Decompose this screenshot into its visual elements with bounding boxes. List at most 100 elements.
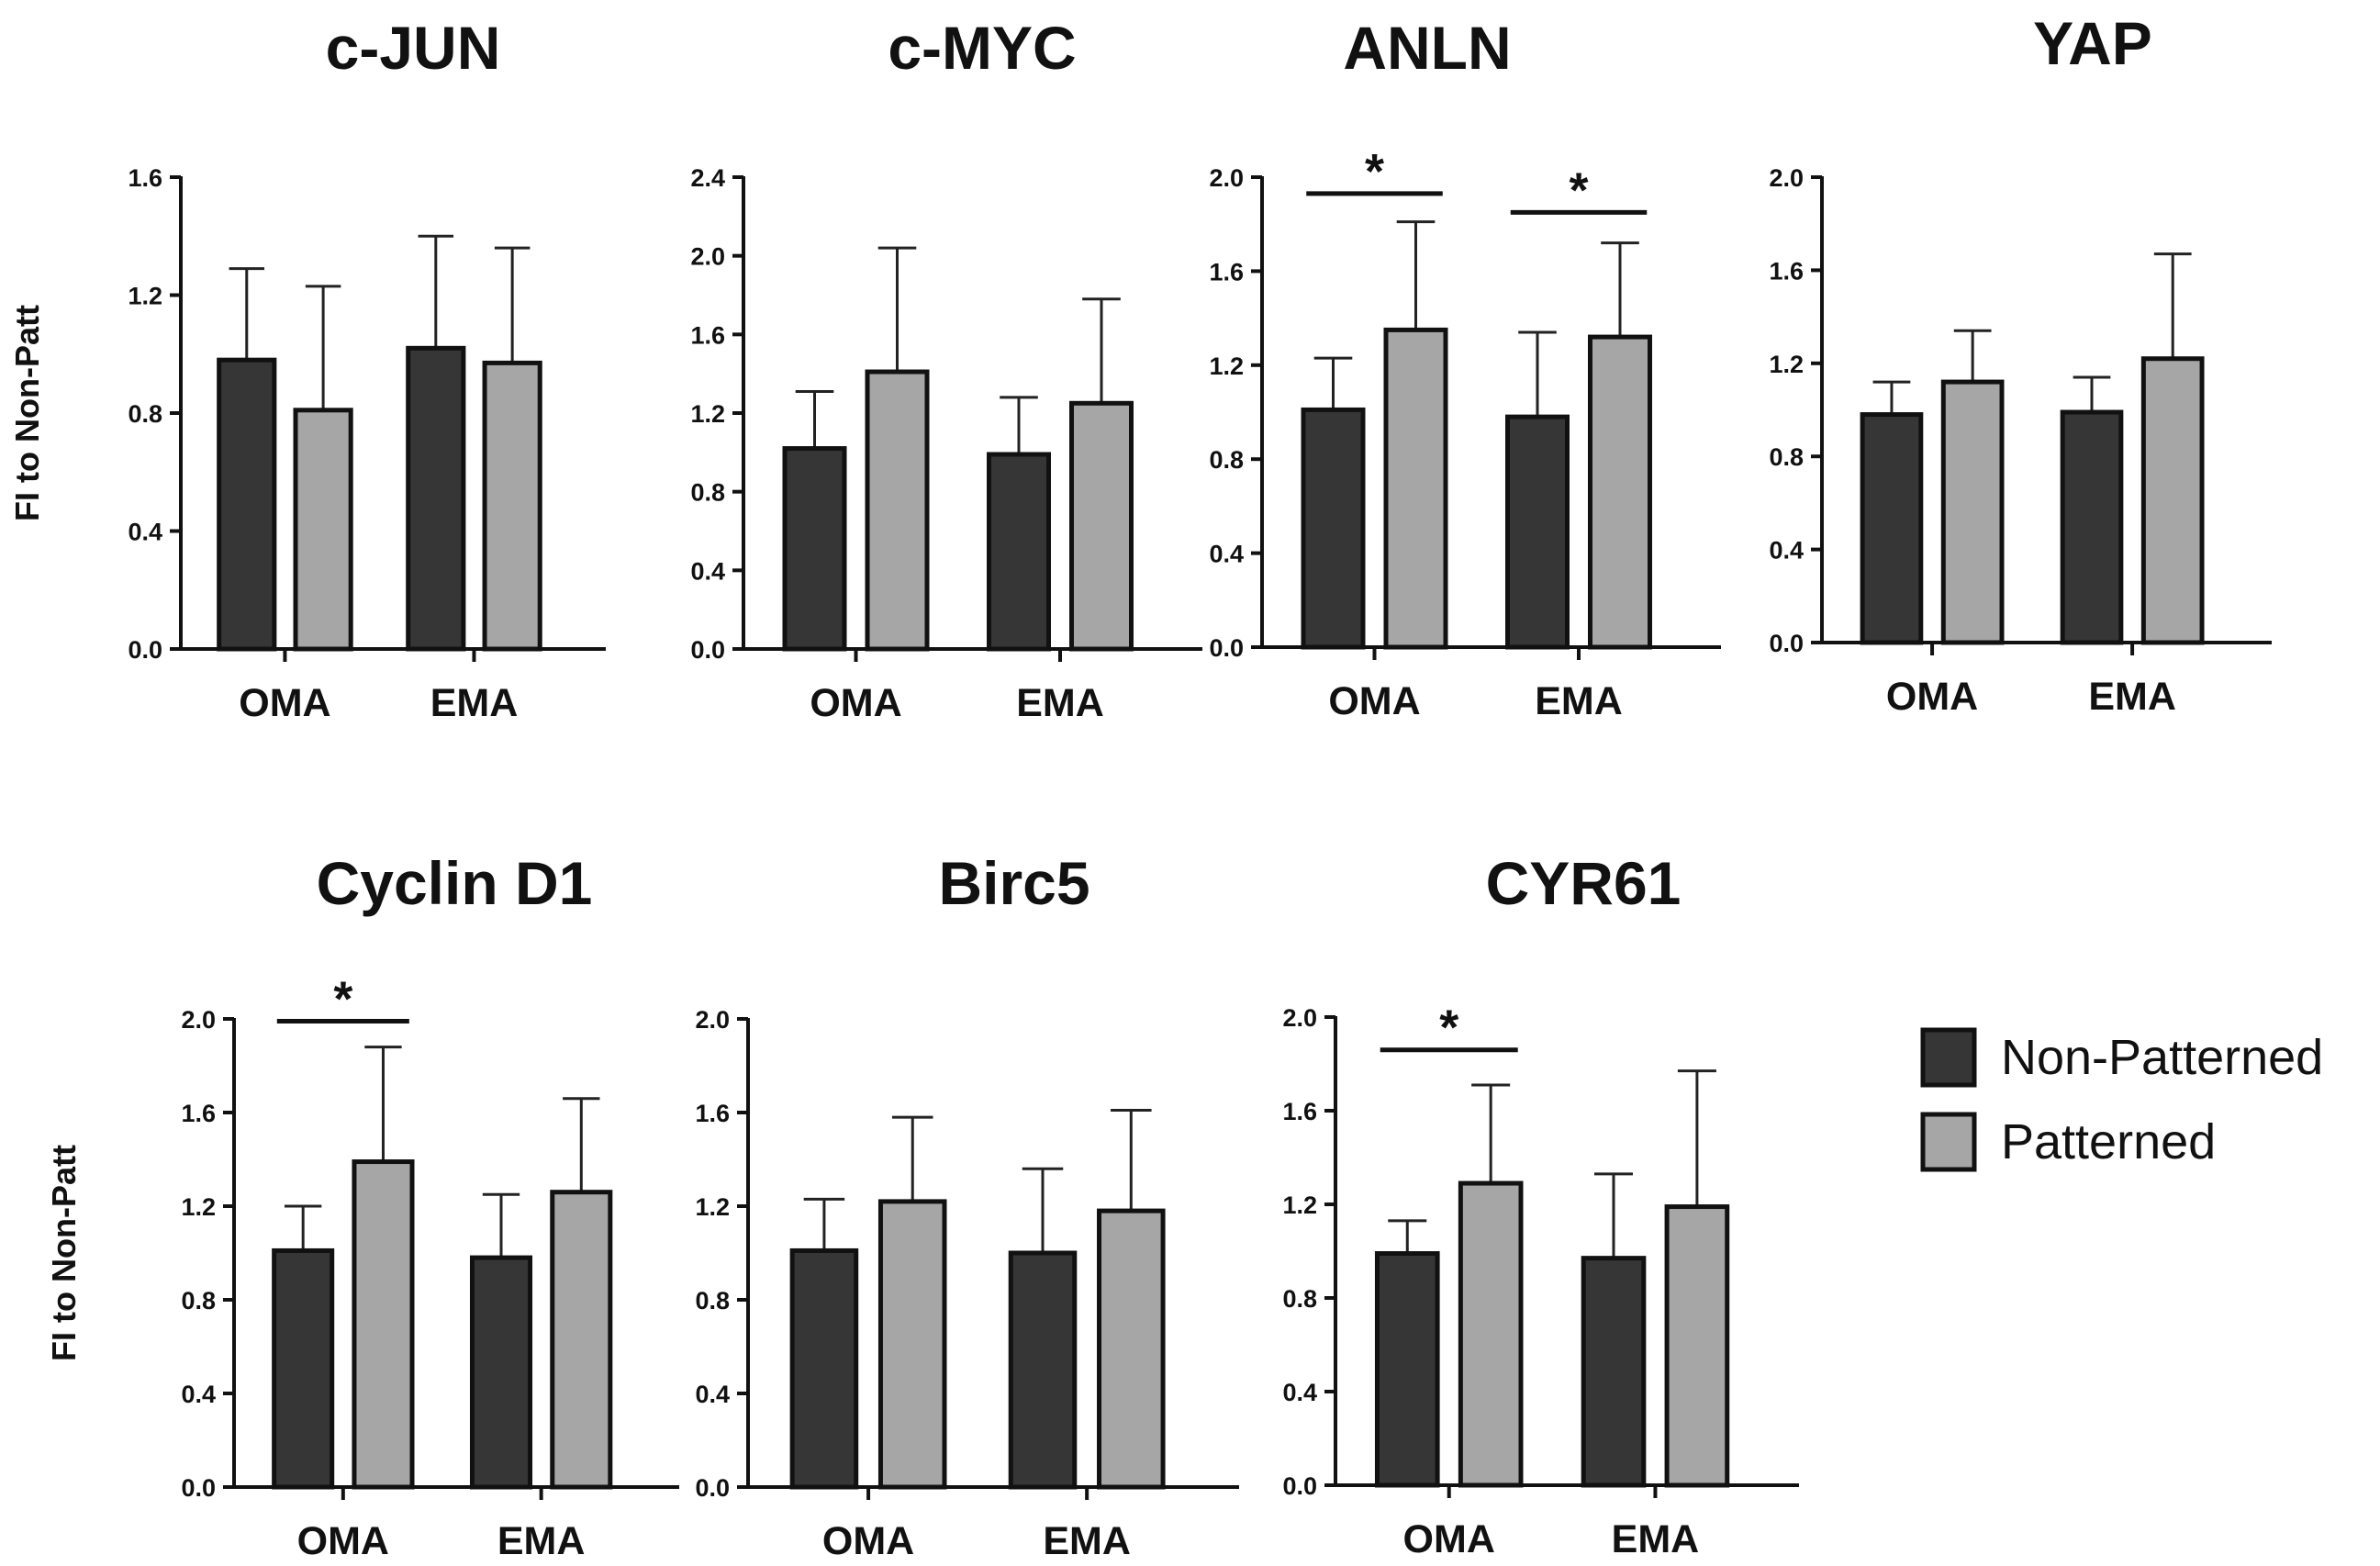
x-tick-label: OMA: [239, 681, 330, 725]
bar: [1458, 1180, 1524, 1488]
legend-label-non-patterned: Non-Patterned: [2001, 1030, 2323, 1085]
x-tick-label: EMA: [2088, 675, 2176, 719]
x-tick-label: EMA: [497, 1519, 586, 1563]
bar: [406, 345, 466, 652]
significance-star: *: [1569, 162, 1588, 218]
y-tick-label: 2.0: [1769, 164, 1804, 192]
x-tick-label: EMA: [1612, 1517, 1700, 1561]
bar: [782, 446, 847, 652]
y-tick-label: 0.4: [1209, 541, 1244, 568]
y-tick-label: 1.6: [695, 1100, 730, 1127]
bar: [1664, 1204, 1730, 1488]
y-tick-label: 2.4: [690, 164, 725, 192]
y-tick-label: 0.0: [1282, 1472, 1317, 1500]
significance-star: *: [1439, 1001, 1458, 1056]
y-tick-label: 0.8: [690, 479, 725, 507]
panel-title: ANLN: [1343, 14, 1511, 82]
bar: [1383, 327, 1448, 650]
legend-swatch-non-patterned: [1920, 1027, 1977, 1088]
y-tick-label: 0.4: [1282, 1379, 1317, 1406]
y-tick-label: 1.2: [1282, 1191, 1317, 1219]
y-tick-label: 1.6: [1209, 258, 1244, 285]
x-tick-label: OMA: [810, 681, 901, 725]
y-tick-label: 1.6: [690, 321, 725, 349]
x-tick-label: OMA: [1886, 675, 1978, 719]
y-tick-label: 0.8: [1209, 446, 1244, 474]
y-tick-label: 2.0: [1282, 1004, 1317, 1032]
bar: [1940, 379, 2005, 645]
bar: [352, 1159, 415, 1490]
legend-label-patterned: Patterned: [2001, 1114, 2216, 1169]
y-tick-label: 0.4: [128, 519, 162, 546]
y-tick-label: 1.2: [181, 1193, 216, 1221]
bar: [1860, 412, 1924, 645]
panel-c-jun: c-JUN 0.0 0.4 0.8 1.2 1.6 OMA EMA FI to Non-Patt: [8, 14, 606, 725]
x-tick-label: EMA: [430, 681, 519, 725]
bar: [865, 369, 930, 652]
y-axis-label: FI to Non-Patt: [45, 1145, 83, 1361]
legend: Non-Patterned Patterned: [1920, 1027, 2323, 1172]
y-tick-label: 0.8: [1769, 443, 1804, 471]
panel-title: Cyclin D1: [317, 849, 593, 917]
panel-title: CYR61: [1486, 849, 1682, 917]
y-tick-label: 1.2: [1209, 352, 1244, 380]
panel-title: c-JUN: [326, 14, 501, 82]
y-tick-label: 0.0: [695, 1474, 730, 1502]
y-tick-label: 0.8: [1282, 1285, 1317, 1313]
bar: [1301, 407, 1366, 650]
bar: [217, 357, 277, 652]
bar: [987, 452, 1051, 652]
bar: [1581, 1256, 1647, 1488]
bar: [1097, 1208, 1166, 1490]
x-tick-label: EMA: [1016, 681, 1104, 725]
bar: [2140, 356, 2205, 645]
x-tick-label: OMA: [822, 1519, 914, 1563]
chart-panels: c-JUN 0.0 0.4 0.8 1.2 1.6 OMA EMA FI to Non-Patt…: [8, 9, 2272, 1563]
y-tick-label: 0.4: [695, 1381, 730, 1408]
x-tick-label: OMA: [297, 1519, 389, 1563]
bar: [550, 1190, 613, 1490]
y-tick-label: 0.0: [128, 636, 162, 664]
bar: [877, 1199, 947, 1490]
y-tick-label: 1.6: [128, 164, 162, 192]
y-tick-label: 1.6: [1769, 257, 1804, 285]
y-tick-label: 1.2: [128, 283, 162, 310]
x-tick-label: EMA: [1535, 679, 1623, 723]
panel-birc5: Birc5 0.0 0.4 0.8 1.2 1.6 2.0 OMA EMA: [695, 849, 1239, 1563]
y-tick-label: 0.4: [1769, 537, 1804, 565]
significance-star: *: [333, 972, 352, 1027]
y-tick-label: 2.0: [690, 243, 725, 271]
panel-cyr61: CYR61 0.0 0.4 0.8 1.2 1.6 2.0 OMA EMA *: [1282, 849, 1799, 1561]
bar: [469, 1255, 533, 1490]
y-tick-label: 0.0: [1769, 630, 1804, 657]
y-tick-label: 2.0: [695, 1006, 730, 1034]
panel-c-myc: c-MYC 0.0 0.4 0.8 1.2 1.6 2.0 2.4 OMA EMA: [690, 14, 1202, 725]
y-tick-label: 2.0: [1209, 164, 1244, 192]
bar: [293, 408, 353, 652]
bar: [789, 1247, 859, 1490]
legend-swatch-patterned: [1920, 1112, 1977, 1172]
y-tick-label: 0.0: [181, 1474, 216, 1502]
y-tick-label: 1.6: [181, 1100, 216, 1127]
x-tick-label: OMA: [1403, 1517, 1495, 1561]
y-tick-label: 0.8: [695, 1287, 730, 1314]
x-tick-label: EMA: [1043, 1519, 1131, 1563]
y-tick-label: 0.0: [1209, 634, 1244, 662]
bar: [482, 360, 542, 652]
panel-title: YAP: [2033, 9, 2152, 77]
bar: [2060, 409, 2124, 645]
panel-anln: ANLN 0.0 0.4 0.8 1.2 1.6 2.0 OMA EMA * *: [1209, 14, 1721, 723]
panel-yap: YAP 0.0 0.4 0.8 1.2 1.6 2.0 OMA EMA: [1769, 9, 2272, 719]
y-tick-label: 1.2: [1769, 351, 1804, 378]
bar: [1505, 414, 1570, 650]
bar: [1069, 400, 1134, 652]
y-axis-label: FI to Non-Patt: [8, 305, 46, 521]
x-tick-label: OMA: [1328, 679, 1420, 723]
panel-cyclin-d1: Cyclin D1 0.0 0.4 0.8 1.2 1.6 2.0 OMA EMA * FI to …: [45, 849, 679, 1563]
y-tick-label: 1.2: [695, 1193, 730, 1221]
y-tick-label: 0.4: [690, 557, 725, 585]
y-tick-label: 0.4: [181, 1381, 216, 1408]
panel-title: Birc5: [938, 849, 1089, 917]
y-tick-label: 0.8: [128, 400, 162, 428]
